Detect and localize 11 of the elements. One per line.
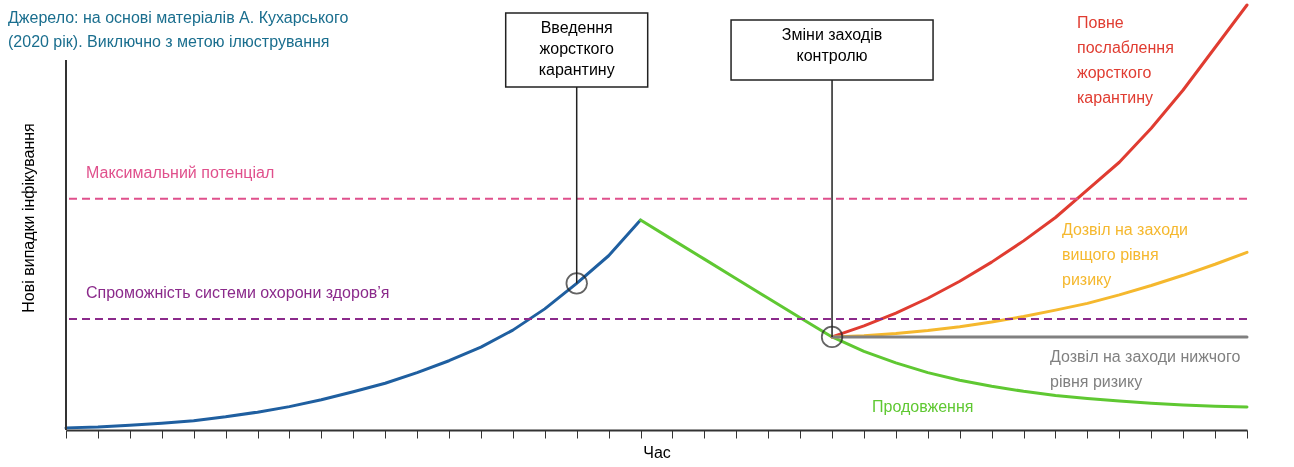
- series-label: Повне послаблення жорсткого карантину: [1077, 14, 1174, 106]
- ref-line-label: Максимальний потенціал: [86, 163, 275, 181]
- annotation: Введення жорсткого карантину: [538, 19, 615, 78]
- series-label: Продовження: [872, 398, 974, 416]
- ref-line-label: Спроможність системи охорони здоров’я: [86, 284, 390, 302]
- annotation: Зміни заходів контролю: [781, 26, 883, 64]
- y-axis-title: Нові випадки інфікування: [19, 123, 37, 313]
- annotation: Джерело: на основі матеріалів А. Кухарського (2020 рік). Виключно з метою ілюстрування: [8, 9, 349, 50]
- x-axis-title: Час: [643, 444, 671, 461]
- series-label: Дозвіл на заходи нижчого рівня ризику: [1050, 347, 1241, 390]
- series-label: Дозвіл на заходи вищого рівня ризику: [1062, 221, 1188, 289]
